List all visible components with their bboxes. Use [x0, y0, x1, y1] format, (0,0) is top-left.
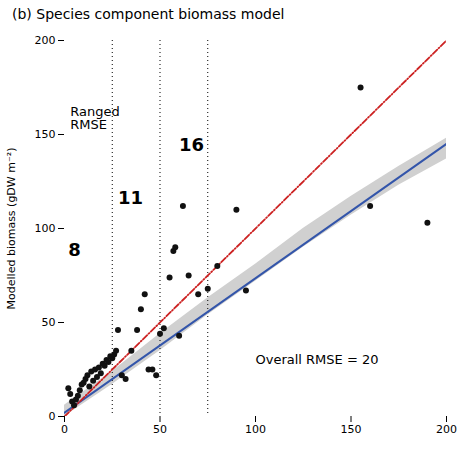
svg-text:150: 150 [35, 128, 56, 141]
svg-text:100: 100 [35, 222, 56, 235]
svg-text:Overall RMSE = 20: Overall RMSE = 20 [256, 352, 379, 367]
svg-text:Modelled biomass (gDW m⁻²): Modelled biomass (gDW m⁻²) [5, 148, 18, 310]
svg-text:RangedRMSE: RangedRMSE [70, 104, 119, 132]
svg-text:11: 11 [118, 187, 143, 208]
svg-text:0: 0 [49, 410, 56, 423]
svg-text:0: 0 [61, 423, 68, 436]
svg-text:8: 8 [68, 239, 81, 260]
html-text:(b) Species component biomass: (b) Species component biomass model [12, 6, 285, 22]
svg-text:100: 100 [245, 423, 266, 436]
svg-text:200: 200 [436, 423, 457, 436]
svg-text:200: 200 [35, 34, 56, 47]
svg-text:16: 16 [179, 134, 204, 155]
svg-text:150: 150 [341, 423, 362, 436]
svg-text:50: 50 [153, 423, 167, 436]
svg-text:50: 50 [42, 316, 56, 329]
